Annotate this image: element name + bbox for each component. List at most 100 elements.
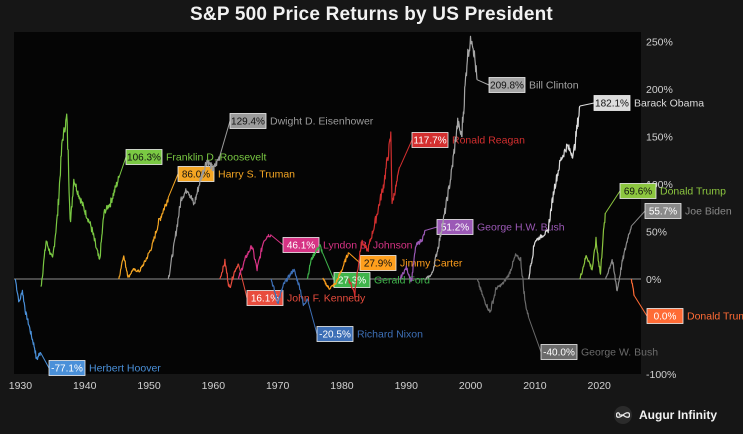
series-line-3 — [167, 156, 221, 280]
brand-name: Augur Infinity — [639, 408, 717, 422]
series-line-11 — [425, 35, 478, 280]
label-connector — [306, 298, 318, 335]
series-line-12 — [476, 253, 530, 318]
president-label: Harry S. Truman — [218, 169, 295, 181]
president-label: Richard Nixon — [357, 329, 423, 341]
x-tick-label: 2000 — [459, 380, 483, 392]
return-badge — [436, 219, 474, 235]
series-line-13 — [527, 105, 581, 280]
series-line-6 — [270, 268, 308, 307]
y-tick-label: 0% — [646, 274, 661, 286]
label-connector — [270, 234, 284, 246]
series-line-7 — [306, 244, 324, 280]
return-badge — [646, 308, 684, 324]
label-connector — [167, 173, 179, 198]
return-label: -20.5% — [319, 330, 351, 341]
return-label: 117.7% — [413, 136, 446, 147]
president-label: Lyndon B. Johnson — [323, 240, 413, 252]
series-line-2 — [118, 197, 169, 280]
y-tick-label: -100% — [646, 369, 676, 381]
label-connector — [399, 139, 413, 168]
return-label: 106.3% — [127, 153, 161, 164]
x-tick-label: 1970 — [266, 380, 290, 392]
x-tick-label: 1990 — [395, 380, 419, 392]
x-tick-label: 2020 — [588, 380, 612, 392]
label-connector — [634, 295, 648, 317]
return-badge — [644, 203, 682, 219]
y-tick-label: 200% — [646, 84, 673, 96]
president-label: Herbert Hoover — [89, 363, 161, 375]
series-line-15 — [605, 225, 632, 292]
x-tick-label: 1980 — [330, 380, 354, 392]
label-connector — [476, 79, 490, 86]
label-connector — [348, 252, 361, 264]
series-line-5 — [237, 234, 272, 280]
president-label: Franklin D. Roosevelt — [166, 152, 266, 164]
label-connector — [527, 316, 542, 353]
infinity-logo-icon — [614, 406, 632, 424]
president-label: George H.W. Bush — [477, 222, 565, 234]
return-label: 51.2% — [441, 223, 469, 234]
y-tick-label: 50% — [646, 227, 667, 239]
return-label: 86.0% — [182, 170, 210, 181]
series-line-0 — [14, 278, 41, 361]
label-connector — [237, 263, 248, 299]
president-label: Joe Biden — [685, 206, 732, 218]
label-connector — [322, 252, 335, 281]
return-badge — [316, 326, 354, 342]
president-label: Donald Trump — [660, 186, 726, 198]
return-label: 129.4% — [231, 117, 265, 128]
return-label: 55.7% — [649, 207, 677, 218]
return-badge — [125, 149, 163, 165]
return-badge — [229, 113, 267, 129]
president-label: Donald Trump — [687, 311, 743, 323]
brand: Augur Infinity — [614, 406, 717, 424]
return-label: 209.8% — [490, 81, 524, 92]
series-line-16 — [630, 278, 636, 297]
series-line-9 — [348, 131, 401, 298]
return-label: -40.0% — [543, 348, 575, 359]
president-label: Jimmy Carter — [400, 258, 463, 270]
president-label: George W. Bush — [581, 347, 658, 359]
return-badge — [593, 95, 631, 111]
x-tick-label: 1950 — [137, 380, 161, 392]
return-label: 46.1% — [287, 241, 315, 252]
return-label: 182.1% — [595, 99, 629, 110]
label-connector — [425, 226, 438, 231]
plot-area — [14, 32, 641, 374]
label-connector — [630, 210, 646, 227]
x-tick-label: 1930 — [9, 380, 33, 392]
return-label: 16.1% — [251, 294, 279, 305]
return-badge — [359, 255, 397, 271]
return-badge — [48, 360, 86, 376]
x-tick-label: 1940 — [73, 380, 97, 392]
president-label: Barack Obama — [634, 98, 704, 110]
x-tick-label: 1960 — [202, 380, 226, 392]
series-line-8 — [322, 252, 349, 290]
series-line-4 — [219, 258, 239, 289]
series-line-1 — [40, 113, 120, 287]
return-badge — [246, 290, 284, 306]
series-line-10 — [399, 229, 426, 283]
return-badge — [488, 77, 526, 93]
series-line-14 — [579, 212, 607, 280]
return-badge — [411, 132, 449, 148]
president-label: Ronald Reagan — [452, 135, 525, 147]
return-label: 0.0% — [654, 312, 677, 323]
return-badge — [619, 183, 657, 199]
return-label: 27.9% — [364, 259, 392, 270]
infinity-icon — [616, 412, 630, 418]
president-label: Dwight D. Eisenhower — [270, 116, 374, 128]
chart-title: S&P 500 Price Returns by US President — [190, 4, 553, 25]
y-tick-label: 250% — [646, 37, 673, 49]
x-tick-label: 2010 — [523, 380, 547, 392]
return-label: 27.3% — [338, 276, 366, 287]
label-connector — [118, 156, 127, 179]
president-label: Bill Clinton — [529, 80, 579, 92]
return-badge — [282, 237, 320, 253]
label-connector — [39, 352, 50, 369]
return-label: -77.1% — [51, 364, 83, 375]
label-connector — [219, 120, 231, 157]
